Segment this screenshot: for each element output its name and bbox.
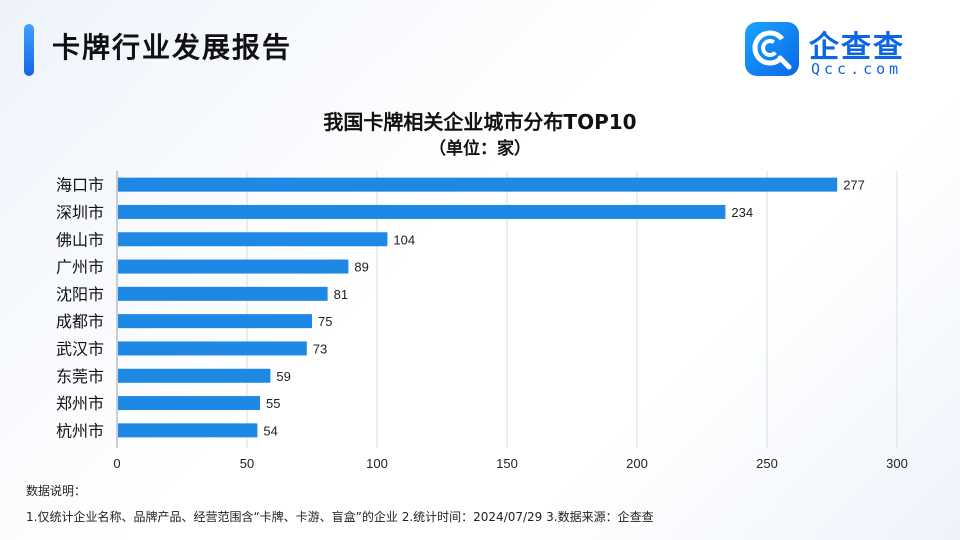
bar: [118, 232, 388, 247]
data-label: 73: [313, 341, 327, 356]
data-label: 54: [263, 423, 277, 438]
category-label: 佛山市: [56, 230, 104, 249]
bar: [118, 177, 838, 192]
bar: [118, 368, 271, 383]
category-label: 海口市: [56, 176, 104, 195]
category-label: 沈阳市: [56, 285, 104, 304]
brand-logo: 企查查 Qcc.com: [745, 22, 935, 82]
x-tick-label: 50: [240, 456, 254, 471]
data-label: 55: [266, 396, 280, 411]
x-tick-label: 250: [756, 456, 778, 471]
brand-name: 企查查: [809, 30, 905, 65]
brand-domain: Qcc.com: [811, 60, 903, 78]
chart-subtitle: （单位：家）: [429, 139, 531, 159]
bar: [118, 259, 349, 274]
category-label: 深圳市: [56, 203, 104, 222]
x-tick-label: 150: [496, 456, 518, 471]
bar: [118, 423, 258, 438]
category-label: 广州市: [56, 258, 104, 277]
bar: [118, 204, 726, 219]
data-label: 104: [393, 232, 415, 247]
notes-label: 数据说明：: [26, 484, 87, 498]
data-label: 89: [354, 260, 368, 275]
chart-title: 我国卡牌相关企业城市分布TOP10: [323, 110, 637, 134]
page-title: 卡牌行业发展报告: [52, 31, 293, 64]
category-label: 武汉市: [56, 339, 104, 358]
data-label: 277: [843, 178, 865, 193]
data-label: 81: [334, 287, 348, 302]
x-tick-label: 0: [113, 456, 120, 471]
qcc-logo-icon: [745, 22, 799, 76]
notes-text: 1.仅统计企业名称、品牌产品、经营范围含“卡牌、卡游、盲盒”的企业 2.统计时间…: [26, 510, 654, 524]
category-label: 成都市: [56, 312, 104, 331]
x-tick-label: 100: [366, 456, 388, 471]
data-label: 234: [731, 205, 753, 220]
header-accent-bar: [24, 24, 34, 76]
category-label: 郑州市: [56, 394, 104, 413]
bar: [118, 396, 260, 411]
bar: [118, 314, 312, 329]
bar: [118, 341, 307, 356]
data-label: 59: [276, 369, 290, 384]
x-tick-label: 300: [886, 456, 908, 471]
category-label: 杭州市: [56, 421, 104, 440]
data-label: 75: [318, 314, 332, 329]
bar: [118, 286, 328, 301]
x-tick-label: 200: [626, 456, 648, 471]
category-label: 东莞市: [56, 367, 104, 386]
